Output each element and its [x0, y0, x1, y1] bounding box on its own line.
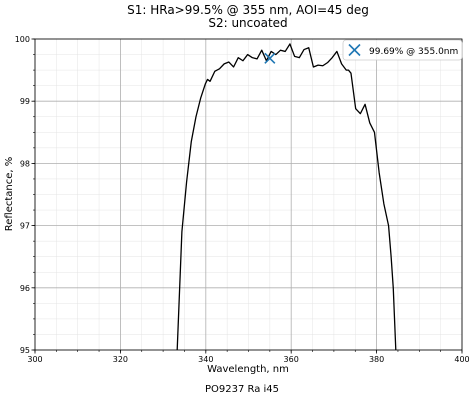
- y-axis-label: Reflectance, %: [4, 157, 15, 232]
- x-tick-label: 340: [198, 355, 213, 364]
- y-tick-label: 97: [20, 222, 30, 231]
- x-tick-label: 300: [27, 355, 42, 364]
- minor-grid: [34, 38, 463, 351]
- legend-label: 99.69% @ 355.0nm: [369, 47, 458, 57]
- reflectance-series-line: [176, 43, 397, 351]
- x-tick-label: 320: [113, 355, 128, 364]
- x-tick-label: 380: [369, 355, 384, 364]
- chart-title-line-2: S2: uncoated: [208, 16, 287, 30]
- x-axis-label: Wavelength, nm: [207, 364, 289, 375]
- y-tick-label: 95: [20, 346, 30, 355]
- data-marker: [264, 52, 276, 64]
- legend-box: [342, 39, 463, 61]
- x-tick-label: 400: [454, 355, 469, 364]
- y-tick-label: 100: [15, 35, 30, 44]
- y-tick-label: 98: [20, 159, 30, 168]
- axis-ticks: 300 320 340 360 380 400 95 96 97 98 99 100: [15, 35, 470, 364]
- marker-x-stroke: [264, 52, 276, 64]
- y-tick-label: 96: [20, 284, 30, 293]
- y-tick-label: 99: [20, 97, 30, 106]
- chart-title-line-1: S1: HRa>99.5% @ 355 nm, AOI=45 deg: [127, 3, 369, 17]
- footer-label: PO9237 Ra i45: [205, 384, 279, 395]
- legend-x-icon: [348, 43, 361, 57]
- x-tick-label: 360: [284, 355, 299, 364]
- legend: 99.69% @ 355.0nm: [342, 39, 463, 61]
- plot-lines: [176, 43, 397, 351]
